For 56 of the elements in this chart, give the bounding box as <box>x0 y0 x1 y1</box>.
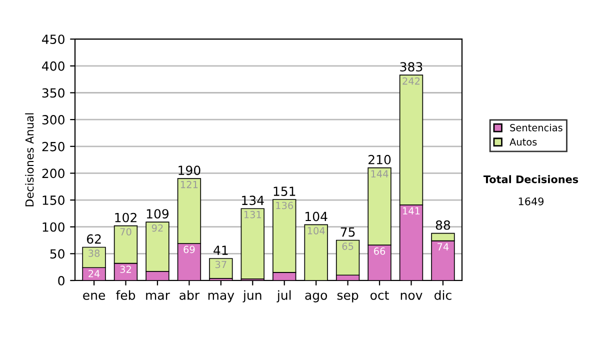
total-label: 383 <box>400 62 422 72</box>
text: 1649 <box>518 197 544 206</box>
data-label: 66 <box>374 247 386 255</box>
legend-label: Sentencias <box>510 124 562 132</box>
data-label: 121 <box>180 180 198 188</box>
x-tick-label: may <box>208 292 234 302</box>
data-label: 92 <box>152 224 163 232</box>
y-tick-label: 300 <box>42 115 64 124</box>
y-tick-label: 50 <box>50 249 64 259</box>
x-tick-label: abr <box>180 290 200 300</box>
data-label: 104 <box>308 227 325 234</box>
data-label: 144 <box>371 170 388 178</box>
x-tick-label: ene <box>83 292 106 300</box>
data-label: 136 <box>276 202 294 210</box>
data-label: 141 <box>403 207 420 214</box>
data-label: 69 <box>184 246 195 254</box>
y-tick-label: 200 <box>42 168 64 178</box>
y-tick-label: 0 <box>58 276 64 286</box>
total-label: 102 <box>115 212 136 222</box>
y-tick-label: 450 <box>42 34 64 44</box>
x-tick-label: feb <box>116 290 136 300</box>
x-tick-label: dic <box>434 290 452 300</box>
x-tick-label: nov <box>400 292 422 300</box>
total-label: 190 <box>178 166 200 176</box>
data-label: 70 <box>120 228 132 236</box>
x-tick-label: jun <box>242 290 262 302</box>
total-label: 134 <box>242 196 264 206</box>
y-tick-label: 350 <box>42 88 64 98</box>
y-axis-title: Decisiones Anual <box>25 113 34 206</box>
y-tick-label: 150 <box>42 196 64 205</box>
total-label: 210 <box>368 154 391 164</box>
text: Total Decisiones <box>483 175 578 184</box>
data-label: 38 <box>88 250 100 257</box>
x-tick-label: ago <box>305 292 328 302</box>
data-label: 74 <box>438 243 449 250</box>
data-label: 131 <box>244 210 262 218</box>
data-label: 37 <box>215 260 226 268</box>
total-label: 41 <box>214 246 228 255</box>
total-label: 151 <box>274 186 296 196</box>
x-tick-label: mar <box>146 292 170 300</box>
total-label: 109 <box>146 209 169 219</box>
total-label: 104 <box>306 212 328 222</box>
y-tick-label: 250 <box>42 142 64 152</box>
x-tick-label: jul <box>276 290 291 302</box>
data-label: 242 <box>402 77 420 85</box>
legend-label: Autos <box>510 138 537 146</box>
data-label: 65 <box>342 242 354 250</box>
x-tick-label: sep <box>337 292 358 302</box>
data-label: 24 <box>88 270 100 278</box>
total-label: 75 <box>340 227 355 237</box>
y-tick-label: 400 <box>42 61 64 71</box>
total-label: 88 <box>436 220 450 230</box>
y-tick-label: 100 <box>42 222 64 232</box>
total-label: 62 <box>86 234 101 244</box>
data-label: 32 <box>120 266 131 274</box>
x-tick-label: oct <box>370 290 389 300</box>
